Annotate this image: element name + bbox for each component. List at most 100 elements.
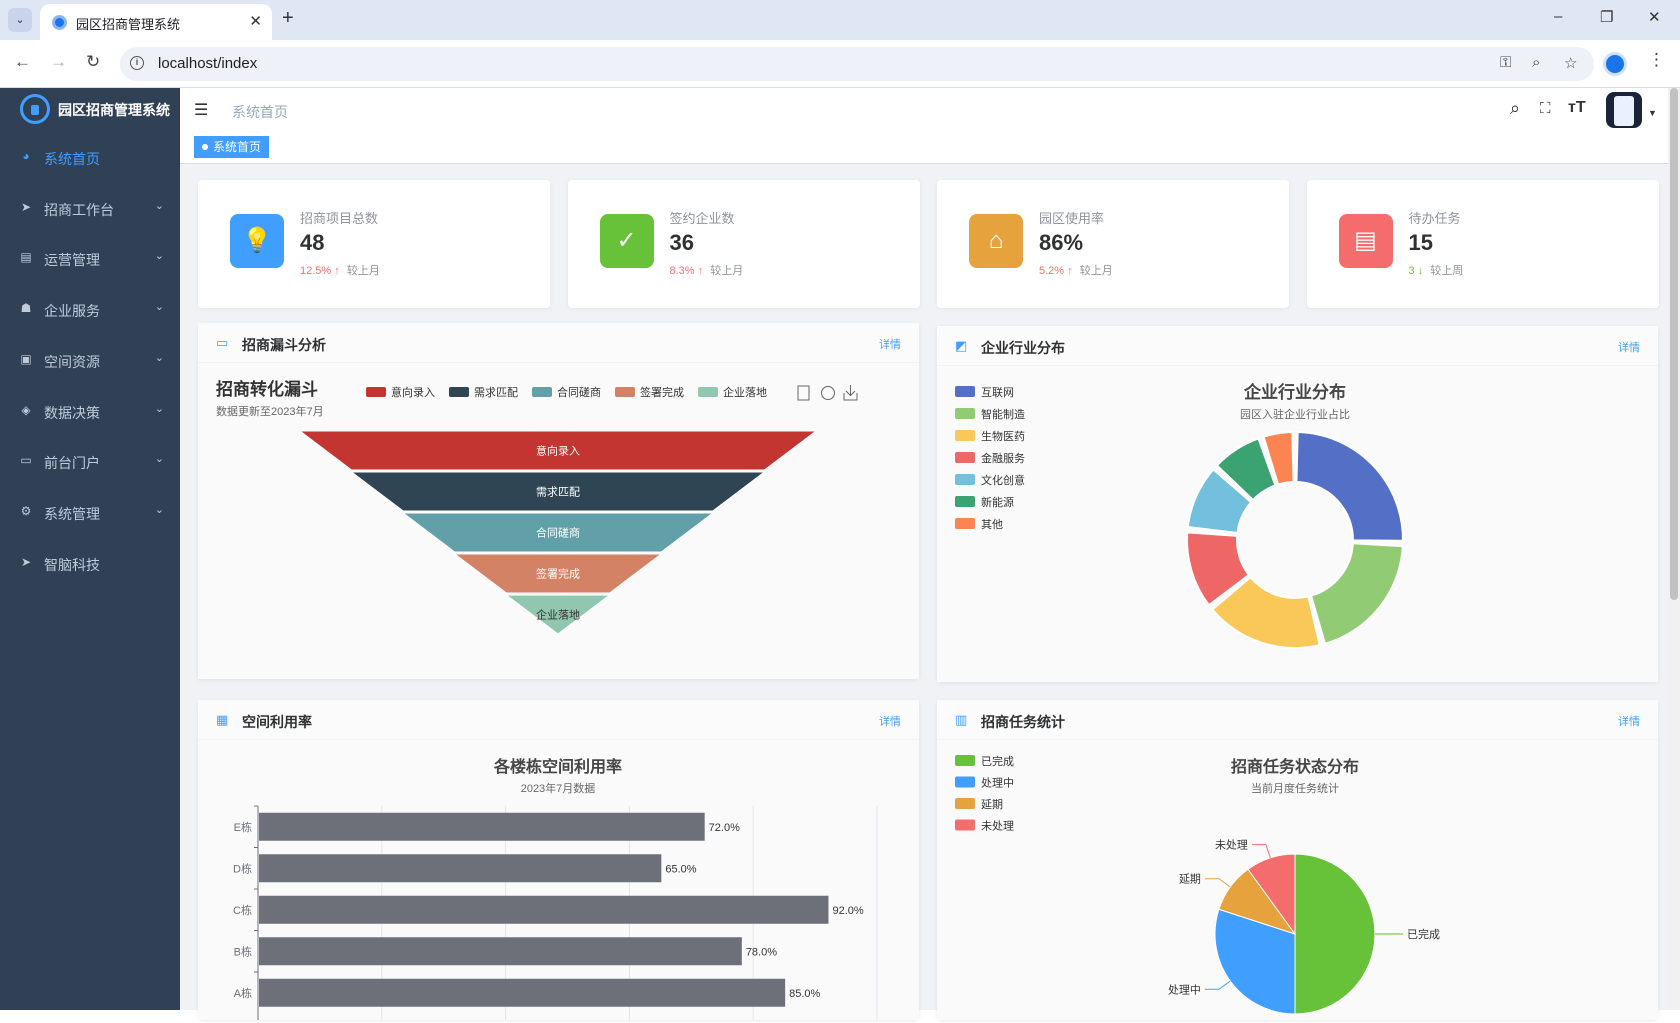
search-icon[interactable]: ⌕ bbox=[1510, 98, 1521, 118]
category-label: D栋 bbox=[233, 861, 252, 875]
reload-icon[interactable]: ↻ bbox=[86, 52, 101, 71]
sidebar-item[interactable]: ➤ 招商工作台 ⌄ bbox=[0, 184, 180, 234]
legend-swatch[interactable] bbox=[955, 474, 975, 485]
site-info-icon[interactable]: i bbox=[130, 56, 144, 70]
stat-label: 签约企业数 bbox=[669, 211, 735, 226]
sidebar-item-label: 数据决策 bbox=[44, 404, 100, 421]
legend-swatch[interactable] bbox=[955, 518, 975, 529]
sidebar-item[interactable]: ◈ 数据决策 ⌄ bbox=[0, 387, 180, 437]
clipboard-icon: ▤ bbox=[1338, 214, 1393, 268]
legend-swatch[interactable] bbox=[955, 496, 975, 507]
page-scrollbar[interactable] bbox=[1668, 88, 1680, 1010]
donut-slice[interactable] bbox=[1186, 468, 1253, 534]
slice-label: 延期 bbox=[1179, 873, 1201, 886]
tab-search-icon[interactable]: ⌄ bbox=[8, 8, 32, 32]
slice-label: 已完成 bbox=[1407, 927, 1440, 941]
sidebar-item[interactable]: ▤ 运营管理 ⌄ bbox=[0, 234, 180, 284]
stat-value: 15 bbox=[1408, 230, 1433, 255]
pie-slice[interactable] bbox=[1247, 853, 1296, 936]
check-icon: ✓ bbox=[599, 214, 654, 268]
legend-swatch[interactable] bbox=[698, 387, 718, 397]
donut-slice[interactable] bbox=[1295, 431, 1404, 542]
trend-value: 8.3% bbox=[669, 265, 695, 277]
legend-swatch[interactable] bbox=[955, 755, 975, 766]
browser-menu-icon[interactable]: ⋮ bbox=[1648, 50, 1665, 69]
hamburger-icon[interactable]: ☰ bbox=[194, 102, 209, 119]
bar-value-label: 65.0% bbox=[665, 863, 696, 875]
legend-swatch[interactable] bbox=[955, 819, 975, 831]
tag-home[interactable]: 系统首页 bbox=[194, 136, 270, 158]
font-size-icon[interactable]: ᴛT bbox=[1568, 99, 1586, 116]
data-view-icon[interactable] bbox=[797, 385, 810, 401]
legend-swatch[interactable] bbox=[615, 387, 635, 397]
minimize-icon[interactable]: – bbox=[1554, 8, 1563, 25]
scrollbar-thumb[interactable] bbox=[1670, 88, 1678, 600]
sidebar-item[interactable]: ◕ 系统首页 bbox=[0, 133, 180, 183]
qrcode-icon: ▣ bbox=[20, 351, 32, 366]
sidebar-item[interactable]: ☗ 企业服务 ⌄ bbox=[0, 285, 180, 335]
browser-tab[interactable]: 园区招商管理系统 ✕ bbox=[40, 4, 272, 40]
detail-link[interactable]: 详情 bbox=[879, 339, 901, 351]
legend-swatch[interactable] bbox=[449, 387, 469, 397]
card-title: 空间利用率 bbox=[242, 714, 312, 730]
legend-label: 文化创意 bbox=[981, 473, 1025, 487]
legend-swatch[interactable] bbox=[955, 776, 975, 788]
close-window-icon[interactable]: ✕ bbox=[1648, 9, 1661, 26]
stat-card: ⌂ 园区使用率 86% 5.2% ↑ 较上月 bbox=[937, 180, 1289, 308]
legend-swatch[interactable] bbox=[955, 408, 975, 419]
funnel-segment[interactable] bbox=[298, 430, 818, 471]
key-icon[interactable]: ⚿ bbox=[1500, 54, 1512, 71]
bar[interactable] bbox=[259, 937, 742, 966]
funnel-segment[interactable] bbox=[453, 553, 663, 594]
profile-icon[interactable] bbox=[1603, 52, 1627, 76]
sidebar-item[interactable]: ▭ 前台门户 ⌄ bbox=[0, 437, 180, 487]
restore-icon[interactable]: ❐ bbox=[1600, 9, 1614, 26]
legend-swatch[interactable] bbox=[955, 798, 975, 809]
bookmark-star-icon[interactable]: ☆ bbox=[1564, 55, 1578, 72]
donut-slice[interactable] bbox=[1215, 437, 1277, 501]
detail-link[interactable]: 详情 bbox=[1618, 342, 1640, 354]
download-icon[interactable] bbox=[843, 385, 858, 401]
category-label: A栋 bbox=[234, 986, 252, 1000]
new-tab-icon[interactable]: + bbox=[282, 7, 294, 29]
detail-link[interactable]: 详情 bbox=[1618, 716, 1640, 728]
bar[interactable] bbox=[259, 895, 829, 924]
card-body: 各楼栋空间利用率 2023年7月数据 E栋 72.0% D栋 65.0% C栋 92.0% B栋… bbox=[198, 740, 919, 1023]
funnel-segment[interactable] bbox=[401, 512, 715, 553]
legend-label: 需求匹配 bbox=[474, 386, 518, 399]
legend-swatch[interactable] bbox=[955, 452, 975, 463]
bar[interactable] bbox=[259, 854, 662, 883]
stat-trend: 8.3% ↑ 较上月 bbox=[670, 262, 744, 278]
bar[interactable] bbox=[259, 812, 705, 841]
pie-slice[interactable] bbox=[1294, 853, 1376, 1015]
sidebar-item[interactable]: ▣ 空间资源 ⌄ bbox=[0, 336, 180, 386]
donut-slice[interactable] bbox=[1262, 431, 1295, 486]
detail-link[interactable]: 详情 bbox=[879, 716, 901, 728]
sidebar-item[interactable]: ⚙ 系统管理 ⌄ bbox=[0, 488, 180, 538]
legend-swatch[interactable] bbox=[955, 386, 975, 397]
donut-slice[interactable] bbox=[1186, 531, 1250, 607]
bar[interactable] bbox=[259, 978, 786, 1007]
fullscreen-icon[interactable]: ⛶ bbox=[1540, 100, 1551, 117]
funnel-segment[interactable] bbox=[350, 471, 766, 512]
legend-swatch[interactable] bbox=[955, 430, 975, 441]
legend-swatch[interactable] bbox=[532, 387, 552, 397]
close-tab-icon[interactable]: ✕ bbox=[249, 13, 262, 30]
app-title: 园区招商管理系统 bbox=[58, 102, 170, 118]
funnel-segment[interactable] bbox=[504, 594, 612, 635]
forward-icon[interactable]: → bbox=[50, 52, 67, 71]
avatar[interactable] bbox=[1606, 92, 1642, 128]
caret-down-icon[interactable]: ▼ bbox=[1648, 108, 1657, 118]
url-field[interactable]: i localhost/index ⚿ ⌕ ☆ bbox=[120, 47, 1594, 81]
legend-swatch[interactable] bbox=[366, 387, 386, 397]
stat-label: 招商项目总数 bbox=[300, 211, 379, 226]
donut-slice[interactable] bbox=[1310, 542, 1404, 645]
bar-chart-icon: ▥ bbox=[955, 712, 968, 727]
zoom-icon[interactable]: ⌕ bbox=[1532, 54, 1541, 71]
back-icon[interactable]: ← bbox=[14, 52, 31, 71]
donut-slice[interactable] bbox=[1211, 576, 1321, 649]
sidebar-item[interactable]: ➤ 智脑科技 bbox=[0, 539, 180, 589]
breadcrumb[interactable]: 系统首页 bbox=[232, 104, 288, 120]
stat-value: 86% bbox=[1039, 230, 1084, 255]
restore-icon[interactable] bbox=[821, 386, 835, 400]
